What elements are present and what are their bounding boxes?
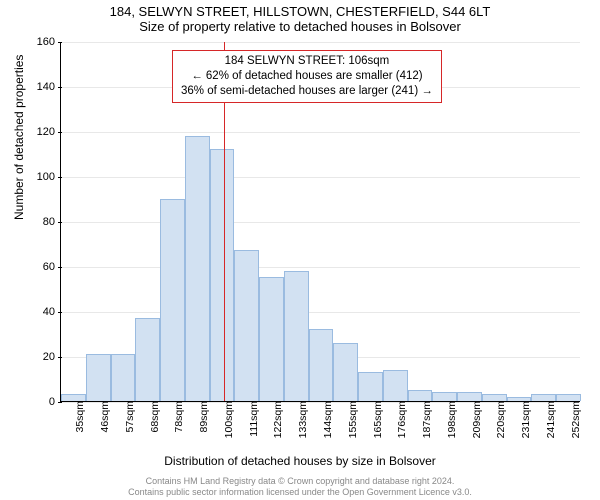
histogram-bar [86,354,111,401]
annotation-box: 184 SELWYN STREET: 106sqm← 62% of detach… [172,50,442,103]
annotation-line: 184 SELWYN STREET: 106sqm [181,54,433,69]
histogram-bar [160,199,185,402]
x-tick-label: 46sqm [95,401,111,433]
histogram-bar [531,394,556,401]
x-tick-label: 165sqm [368,401,384,438]
histogram-bar [210,149,235,401]
histogram-bar [111,354,136,401]
histogram-bar [234,250,259,401]
x-tick-label: 111sqm [244,401,260,437]
histogram-bar [408,390,433,401]
gridline [61,132,580,133]
annotation-line: ← 62% of detached houses are smaller (41… [181,69,433,84]
x-tick-label: 89sqm [194,401,210,433]
x-tick-label: 198sqm [442,401,458,438]
x-tick-label: 187sqm [417,401,433,438]
y-tick-label: 160 [37,36,61,48]
histogram-bar [259,277,284,401]
histogram-chart: 02040608010012014016035sqm46sqm57sqm68sq… [60,42,580,402]
footer-line-2: Contains public sector information licen… [0,487,600,498]
y-tick-label: 80 [43,216,61,228]
x-tick-label: 176sqm [392,401,408,438]
gridline [61,177,580,178]
gridline [61,42,580,43]
x-tick-label: 220sqm [491,401,507,438]
histogram-bar [432,392,457,401]
histogram-bar [284,271,309,402]
y-tick-label: 100 [37,171,61,183]
x-tick-label: 209sqm [467,401,483,438]
x-tick-label: 133sqm [293,401,309,438]
gridline [61,312,580,313]
title-line-1: 184, SELWYN STREET, HILLSTOWN, CHESTERFI… [0,4,600,19]
x-tick-label: 231sqm [516,401,532,438]
annotation-line: 36% of semi-detached houses are larger (… [181,84,433,99]
histogram-bar [333,343,358,402]
x-tick-label: 241sqm [541,401,557,438]
footer-line-1: Contains HM Land Registry data © Crown c… [0,476,600,487]
x-axis-label: Distribution of detached houses by size … [0,454,600,468]
y-tick-label: 140 [37,81,61,93]
x-tick-label: 144sqm [318,401,334,438]
histogram-bar [482,394,507,401]
x-tick-label: 155sqm [343,401,359,438]
histogram-bar [383,370,408,402]
x-tick-label: 78sqm [169,401,185,433]
gridline [61,267,580,268]
y-tick-label: 120 [37,126,61,138]
x-tick-label: 57sqm [120,401,136,433]
x-tick-label: 68sqm [145,401,161,433]
y-tick-label: 20 [43,351,61,363]
y-tick-label: 0 [49,396,61,408]
y-tick-label: 40 [43,306,61,318]
histogram-bar [556,394,581,401]
histogram-bar [457,392,482,401]
x-tick-label: 35sqm [70,401,86,433]
title-line-2: Size of property relative to detached ho… [0,19,600,34]
x-tick-label: 122sqm [268,401,284,438]
histogram-bar [309,329,334,401]
histogram-bar [135,318,160,401]
histogram-bar [185,136,210,402]
x-tick-label: 100sqm [219,401,235,438]
gridline [61,222,580,223]
y-tick-label: 60 [43,261,61,273]
histogram-bar [358,372,383,401]
x-tick-label: 252sqm [566,401,582,438]
footer-attribution: Contains HM Land Registry data © Crown c… [0,476,600,498]
y-axis-label: Number of detached properties [12,55,26,220]
